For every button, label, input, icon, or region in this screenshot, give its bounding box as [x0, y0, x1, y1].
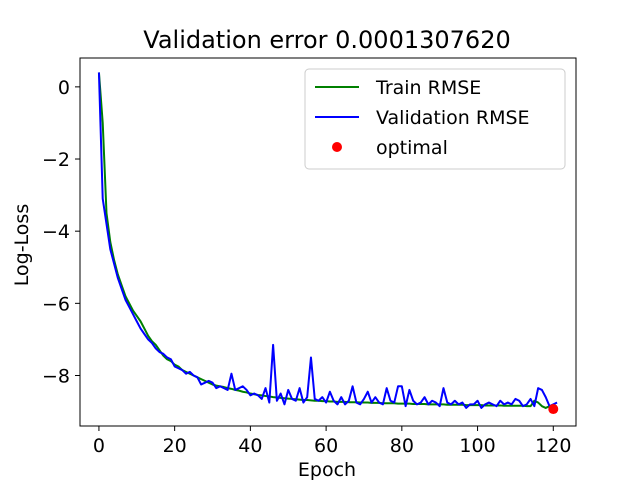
legend-label-train-rmse: Train RMSE: [375, 77, 481, 99]
legend-swatch-optimal: [332, 142, 342, 152]
optimal-point-marker: [548, 404, 559, 415]
legend-label-validation-rmse: Validation RMSE: [376, 107, 530, 129]
legend-box: [304, 68, 566, 170]
y-tick-label: −4: [42, 221, 70, 243]
chart-title: Validation error 0.0001307620: [143, 26, 510, 54]
legend-label-optimal: optimal: [376, 137, 448, 159]
x-tick-label: 0: [93, 435, 105, 457]
series-line-validation-rmse: [97, 72, 558, 409]
x-tick-label: 60: [314, 435, 338, 457]
x-tick-label: 20: [163, 435, 187, 457]
x-tick-label: 120: [535, 435, 571, 457]
y-tick-label: −6: [42, 293, 70, 315]
x-tick-label: 100: [459, 435, 495, 457]
x-axis-label: Epoch: [298, 459, 356, 480]
axes-frame: [79, 57, 577, 427]
x-tick-label: 80: [390, 435, 414, 457]
legend: Train RMSE Validation RMSE optimal: [304, 68, 566, 170]
y-tick-label: −8: [42, 365, 70, 387]
y-axis-label: Log-Loss: [11, 204, 33, 286]
plot-area: 0 20 40 60 80 100 120 0 −2 −4 −6 −8: [42, 57, 577, 457]
y-tick-label: 0: [58, 77, 70, 99]
y-tick-label: −2: [42, 149, 70, 171]
x-tick-label: 40: [238, 435, 262, 457]
